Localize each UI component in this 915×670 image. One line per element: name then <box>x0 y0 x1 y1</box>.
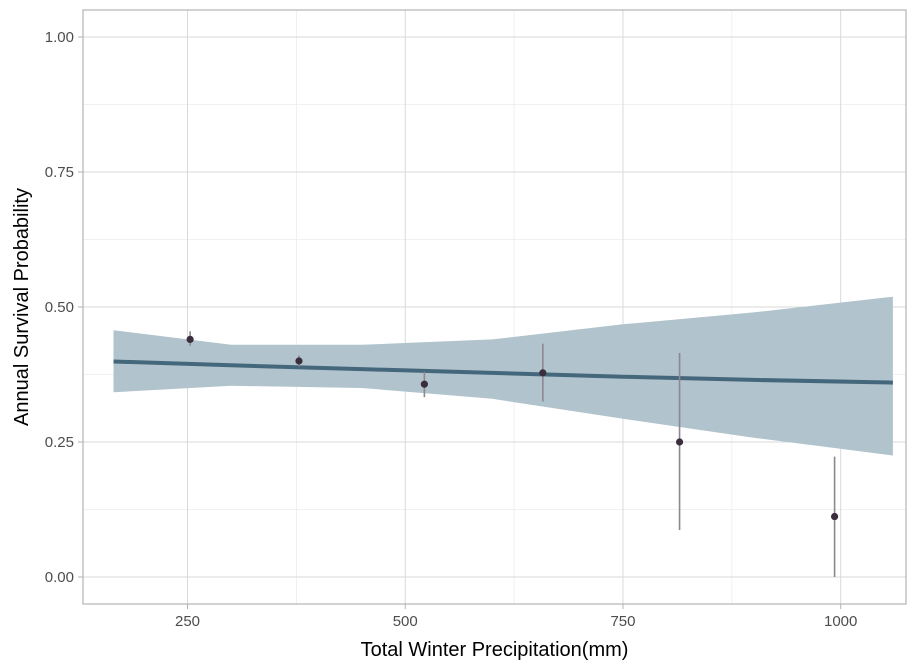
x-axis: 250 500 750 1000 <box>175 604 857 630</box>
data-point <box>420 380 428 388</box>
y-tick-label: 0.50 <box>45 299 74 316</box>
x-axis-title: Total Winter Precipitation(mm) <box>361 639 629 661</box>
data-point <box>186 335 194 343</box>
data-points <box>186 335 839 521</box>
data-point <box>539 369 547 377</box>
y-tick-label: 0.25 <box>45 434 74 451</box>
x-tick-label: 1000 <box>824 613 857 630</box>
y-tick-label: 0.75 <box>45 164 74 181</box>
x-tick-label: 750 <box>610 613 635 630</box>
data-point <box>675 438 684 446</box>
y-axis: 0.00 0.25 0.50 0.75 1.00 <box>45 29 83 586</box>
major-grid <box>83 10 906 604</box>
y-axis-title: Annual Survival Probability <box>11 188 33 426</box>
data-point <box>295 357 303 365</box>
y-tick-label: 1.00 <box>45 29 74 46</box>
x-tick-label: 500 <box>393 613 418 630</box>
y-tick-label: 0.00 <box>45 569 74 586</box>
x-tick-label: 250 <box>175 613 200 630</box>
trend-line <box>113 359 893 385</box>
confidence-ribbon <box>113 296 893 456</box>
data-point <box>830 512 839 521</box>
